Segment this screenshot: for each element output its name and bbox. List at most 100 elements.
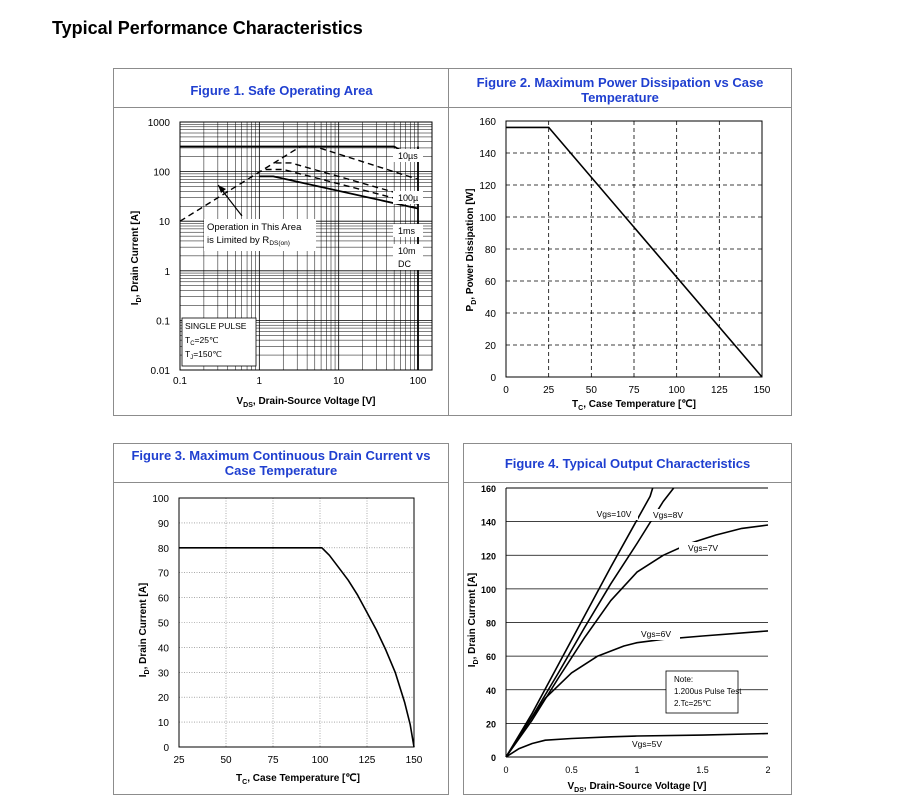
fig4-xtick-1: 0.5 xyxy=(565,765,578,775)
fig1-annotation-bg xyxy=(204,219,316,251)
fig1-note-box xyxy=(181,317,257,367)
fig4-series-4 xyxy=(505,732,769,758)
fig1-xtick-3: 100 xyxy=(410,376,427,387)
fig3-xtick-4: 125 xyxy=(359,755,376,766)
fig4-ylabel: ID, Drain Current [A] xyxy=(467,573,480,668)
fig2-ytick-1: 20 xyxy=(485,341,497,352)
fig1-annotation-line-2: is Limited by RDS(on) xyxy=(207,235,290,247)
fig3-series-0 xyxy=(179,547,415,748)
fig2-ytick-8: 160 xyxy=(479,117,496,128)
fig4-series-2 xyxy=(505,524,769,758)
fig3-ytick-6: 60 xyxy=(158,594,170,605)
fig4-note-line-3: 2.Tc=25℃ xyxy=(674,699,711,708)
fig1-xlabel: VDS, Drain-Source Voltage [V] xyxy=(236,396,375,409)
fig2-xtick-0: 0 xyxy=(503,385,509,396)
fig3-ylabel: ID, Drain Current [A] xyxy=(138,583,151,678)
fig1-label-1: 100µ xyxy=(398,193,418,203)
fig3-xtick-1: 50 xyxy=(220,755,232,766)
fig3-plot-frame xyxy=(178,497,415,748)
figure-1-title: Figure 1. Safe Operating Area xyxy=(190,83,373,98)
fig4-xtick-3: 1.5 xyxy=(696,765,709,775)
fig3-ytick-7: 70 xyxy=(158,569,170,580)
fig3-xtick-0: 25 xyxy=(173,755,185,766)
fig4-ytick-3: 60 xyxy=(486,652,496,662)
fig2-ytick-2: 40 xyxy=(485,309,497,320)
fig2-ylabel: PD, Power Dissipation [W] xyxy=(465,189,478,312)
fig4-xtick-2: 1 xyxy=(634,765,639,775)
fig4-series-1 xyxy=(505,487,675,758)
fig1-series-4 xyxy=(265,168,419,205)
fig3-ytick-10: 100 xyxy=(152,494,169,505)
figure-3-title-line-1: Figure 3. Maximum Continuous Drain Curre… xyxy=(131,448,431,463)
figure-3-panel: Figure 3. Maximum Continuous Drain Curre… xyxy=(113,443,449,795)
fig1-series-5 xyxy=(259,175,419,210)
fig1-arrow-head xyxy=(218,185,226,193)
fig1-ytick-5: 1000 xyxy=(148,118,171,129)
fig2-xtick-6: 150 xyxy=(754,385,771,396)
fig4-ytick-7: 140 xyxy=(481,518,496,528)
fig4-xtick-4: 2 xyxy=(765,765,770,775)
fig3-xtick-3: 100 xyxy=(312,755,329,766)
fig1-xtick-2: 10 xyxy=(333,376,345,387)
fig3-ytick-4: 40 xyxy=(158,643,170,654)
fig2-xlabel: TC, Case Temperature [℃] xyxy=(572,399,696,412)
fig1-ytick-4: 100 xyxy=(153,168,170,179)
fig2-ytick-3: 60 xyxy=(485,277,497,288)
fig4-xtick-0: 0 xyxy=(503,765,508,775)
fig1-label-4: DC xyxy=(398,259,411,269)
fig1-ytick-0: 0.01 xyxy=(151,366,171,377)
fig1-label-2: 1ms xyxy=(398,226,416,236)
fig3-ytick-3: 30 xyxy=(158,668,170,679)
fig3-ytick-8: 80 xyxy=(158,544,170,555)
fig1-series-2 xyxy=(300,145,419,180)
fig3-ytick-9: 90 xyxy=(158,519,170,530)
fig2-ytick-5: 100 xyxy=(479,213,496,224)
fig4-label-4: Vgs=5V xyxy=(632,739,662,749)
fig2-ytick-0: 0 xyxy=(490,373,496,384)
fig1-series-1 xyxy=(180,145,419,161)
fig1-xtick-1: 1 xyxy=(257,376,263,387)
fig3-xtick-2: 75 xyxy=(267,755,279,766)
figure-2-panel: Figure 2. Maximum Power Dissipation vs C… xyxy=(448,68,792,416)
fig4-ytick-6: 120 xyxy=(481,551,496,561)
fig2-grid xyxy=(506,121,762,377)
fig1-series-0 xyxy=(179,145,301,222)
fig1-ylabel: ID, Drain Current [A] xyxy=(130,211,143,306)
fig1-label-3: 10m xyxy=(398,246,416,256)
fig1-ytick-1: 0.1 xyxy=(156,316,170,327)
fig1-series-3 xyxy=(275,162,419,200)
fig3-grid xyxy=(179,498,414,747)
fig4-series-3 xyxy=(505,630,769,758)
fig4-note-box xyxy=(665,670,739,714)
fig3-ytick-0: 0 xyxy=(163,743,169,754)
fig4-ytick-5: 100 xyxy=(481,585,496,595)
figure-2-title-line-2: Temperature xyxy=(581,90,659,105)
page-title: Typical Performance Characteristics xyxy=(52,18,363,38)
fig1-ytick-2: 1 xyxy=(164,267,170,278)
fig2-xtick-3: 75 xyxy=(628,385,640,396)
fig4-ytick-2: 40 xyxy=(486,686,496,696)
fig4-xlabel: VDS, Drain-Source Voltage [V] xyxy=(567,781,706,794)
fig1-ytick-3: 10 xyxy=(159,217,171,228)
fig2-plot-frame xyxy=(505,120,763,378)
fig3-xtick-5: 150 xyxy=(406,755,423,766)
fig4-ytick-4: 80 xyxy=(486,619,496,629)
fig1-label-0: 10µs xyxy=(398,151,418,161)
fig2-ytick-6: 120 xyxy=(479,181,496,192)
fig1-plot-frame xyxy=(179,121,433,371)
fig3-ytick-2: 20 xyxy=(158,693,170,704)
fig2-ytick-4: 80 xyxy=(485,245,497,256)
fig4-ytick-1: 20 xyxy=(486,719,496,729)
fig4-ytick-0: 0 xyxy=(491,753,496,763)
fig2-series-0 xyxy=(506,126,763,378)
fig2-xtick-2: 50 xyxy=(586,385,598,396)
fig2-xtick-5: 125 xyxy=(711,385,728,396)
figure-2-title-line-1: Figure 2. Maximum Power Dissipation vs C… xyxy=(476,75,764,90)
fig4-ytick-8: 160 xyxy=(481,484,496,494)
fig3-ytick-5: 50 xyxy=(158,619,170,630)
fig1-note-line-3: TJ=150℃ xyxy=(185,349,222,361)
fig4-label-1: Vgs=8V xyxy=(653,510,683,520)
fig3-xlabel: TC, Case Temperature [℃] xyxy=(236,773,360,786)
fig4-note-line-1: Note: xyxy=(674,675,693,684)
